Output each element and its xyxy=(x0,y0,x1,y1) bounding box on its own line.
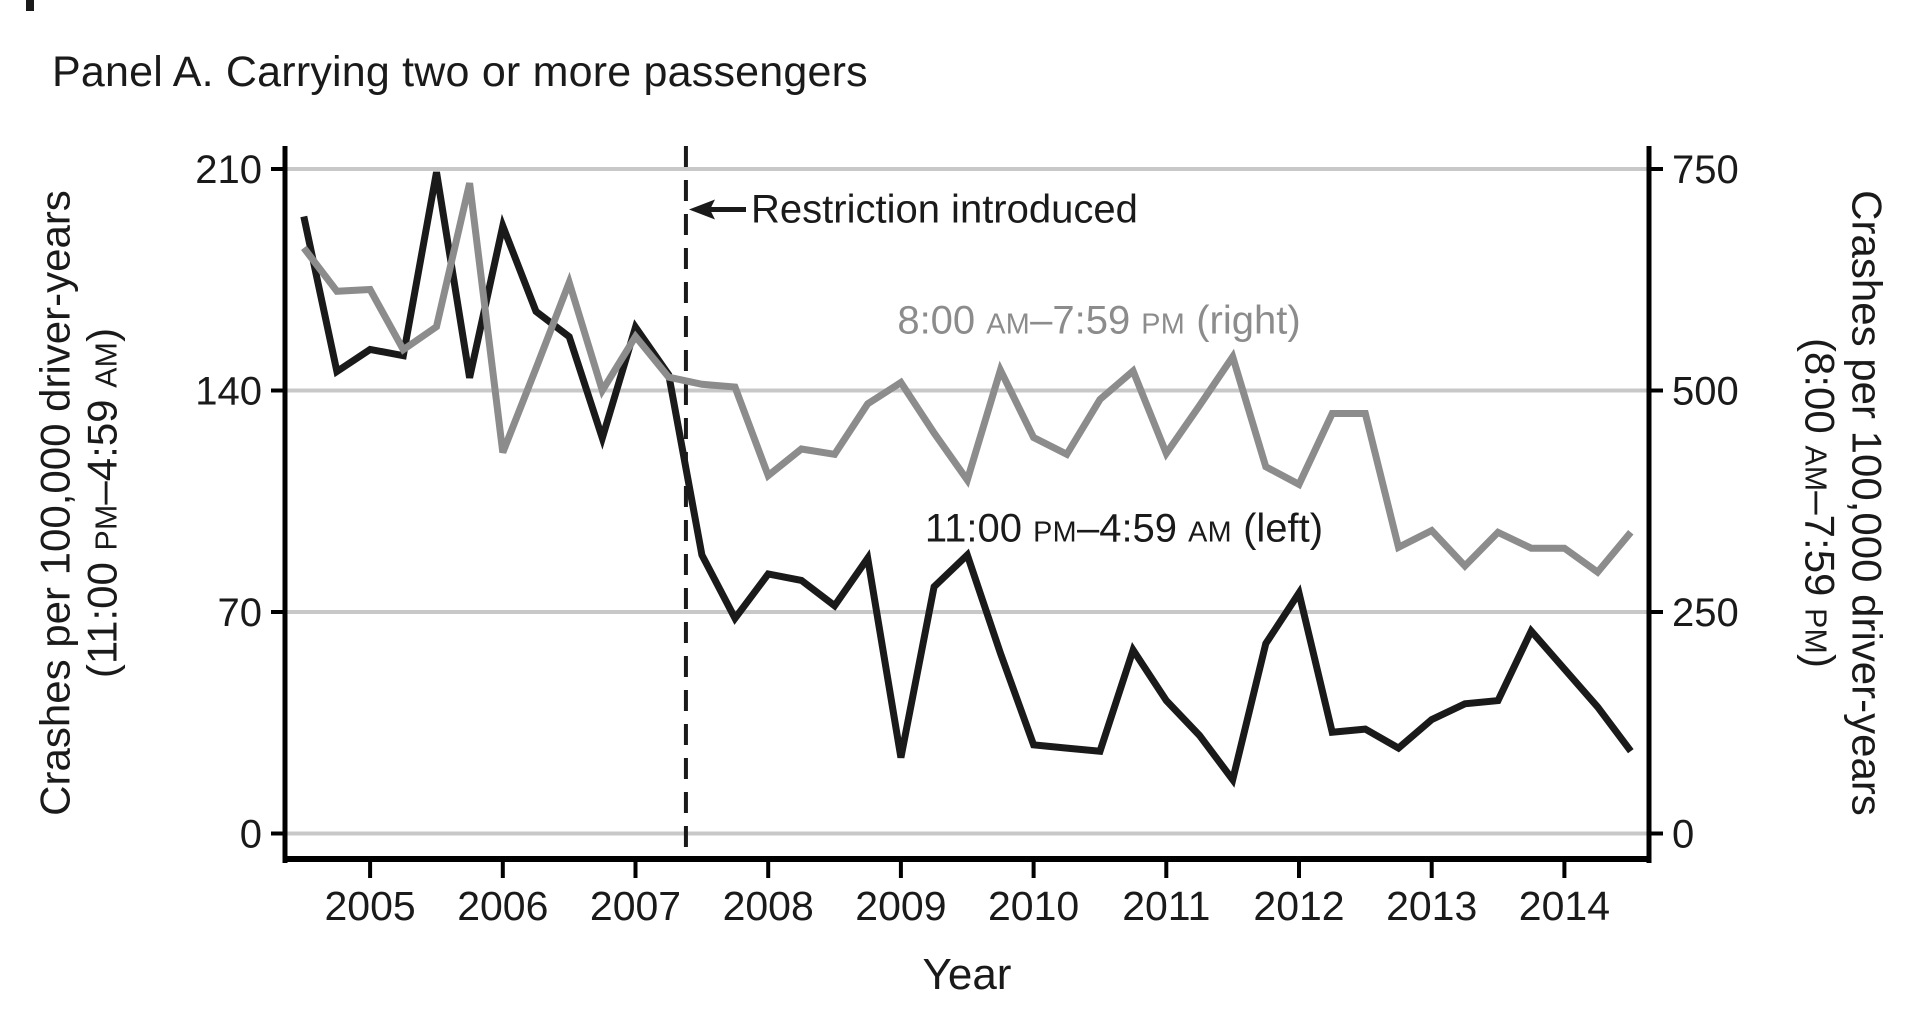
svg-text:2006: 2006 xyxy=(457,883,548,929)
right-axis-label-line2: (8:00 AM–7:59 PM) xyxy=(1796,337,1844,669)
left-axis-label: Crashes per 100,000 driver-years (11:00 … xyxy=(32,190,131,816)
svg-text:0: 0 xyxy=(1672,813,1694,857)
restriction-annotation-text: Restriction introduced xyxy=(751,187,1138,232)
svg-text:2012: 2012 xyxy=(1253,883,1344,929)
svg-text:500: 500 xyxy=(1672,369,1739,413)
svg-text:2007: 2007 xyxy=(590,883,681,929)
panel-title: Panel A. Carrying two or more passengers xyxy=(52,48,868,96)
tick-marks xyxy=(271,166,1663,878)
svg-text:2013: 2013 xyxy=(1386,883,1477,929)
svg-text:2008: 2008 xyxy=(723,883,814,929)
axes xyxy=(282,146,1652,863)
right-axis-label: Crashes per 100,000 driver-years (8:00 A… xyxy=(1792,190,1891,816)
left-axis-label-line2: (11:00 PM–4:59 AM) xyxy=(78,327,126,679)
page-crop-artifact xyxy=(26,0,34,11)
svg-text:0: 0 xyxy=(240,813,262,857)
svg-text:210: 210 xyxy=(195,148,262,192)
svg-text:2005: 2005 xyxy=(324,883,415,929)
svg-text:2010: 2010 xyxy=(988,883,1079,929)
svg-text:2009: 2009 xyxy=(855,883,946,929)
svg-text:750: 750 xyxy=(1672,148,1739,192)
gridlines xyxy=(285,166,1649,836)
svg-text:250: 250 xyxy=(1672,591,1739,635)
svg-text:2011: 2011 xyxy=(1122,883,1210,929)
svg-text:2014: 2014 xyxy=(1519,883,1610,929)
series-day-gray-line xyxy=(301,182,1634,577)
svg-text:140: 140 xyxy=(195,369,262,413)
right-axis-label-line1: Crashes per 100,000 driver-years xyxy=(1843,190,1891,816)
series-night-black-line xyxy=(300,171,1634,788)
svg-text:70: 70 xyxy=(218,591,263,635)
restriction-arrow xyxy=(689,199,746,220)
tick-labels: 0 70 140 210 0 250 500 750 2005 2006 2007 2008 2009 2… xyxy=(195,148,1739,929)
left-axis-label-line1: Crashes per 100,000 driver-years xyxy=(31,190,79,816)
legend-black-series-label: 11:00 PM–4:59 AM (left) xyxy=(924,506,1324,551)
x-axis-title: Year xyxy=(922,950,1012,999)
legend-gray-series-label: 8:00 AM–7:59 PM (right) xyxy=(897,298,1301,343)
